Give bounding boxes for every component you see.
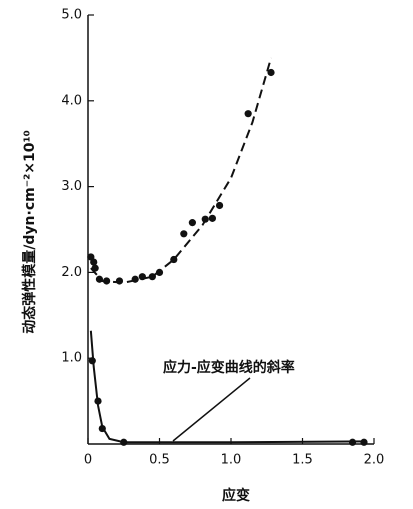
x-tick-label: 0 [84, 453, 92, 468]
fit-curve-dashed [90, 57, 273, 284]
y-tick-label: 1.0 [61, 351, 82, 366]
fit-curve [89, 330, 367, 444]
y-axis-label: 动态弹性模量/dyn·cm⁻²×10¹⁰ [21, 130, 38, 333]
x-tick-label: 0.5 [149, 453, 170, 468]
x-tick-label: 1.0 [221, 453, 242, 468]
data-point [244, 110, 252, 118]
data-point [180, 230, 188, 238]
x-tick-label: 2.0 [364, 453, 385, 468]
data-point [90, 258, 98, 266]
y-tick-label: 4.0 [61, 93, 82, 108]
y-tick-label: 3.0 [61, 179, 82, 194]
y-tick-label: 5.0 [61, 8, 82, 23]
annotation: 应力-应变曲线的斜率 [163, 359, 295, 376]
x-axis-label: 应变 [222, 487, 250, 504]
y-tick-label: 2.0 [61, 265, 82, 280]
data-point [208, 214, 217, 222]
annotation-pointer [172, 377, 251, 442]
data-point [188, 219, 196, 227]
data-point [115, 277, 124, 285]
data-point [267, 68, 275, 77]
data-point [215, 201, 224, 210]
x-tick-label: 1.5 [292, 453, 313, 468]
